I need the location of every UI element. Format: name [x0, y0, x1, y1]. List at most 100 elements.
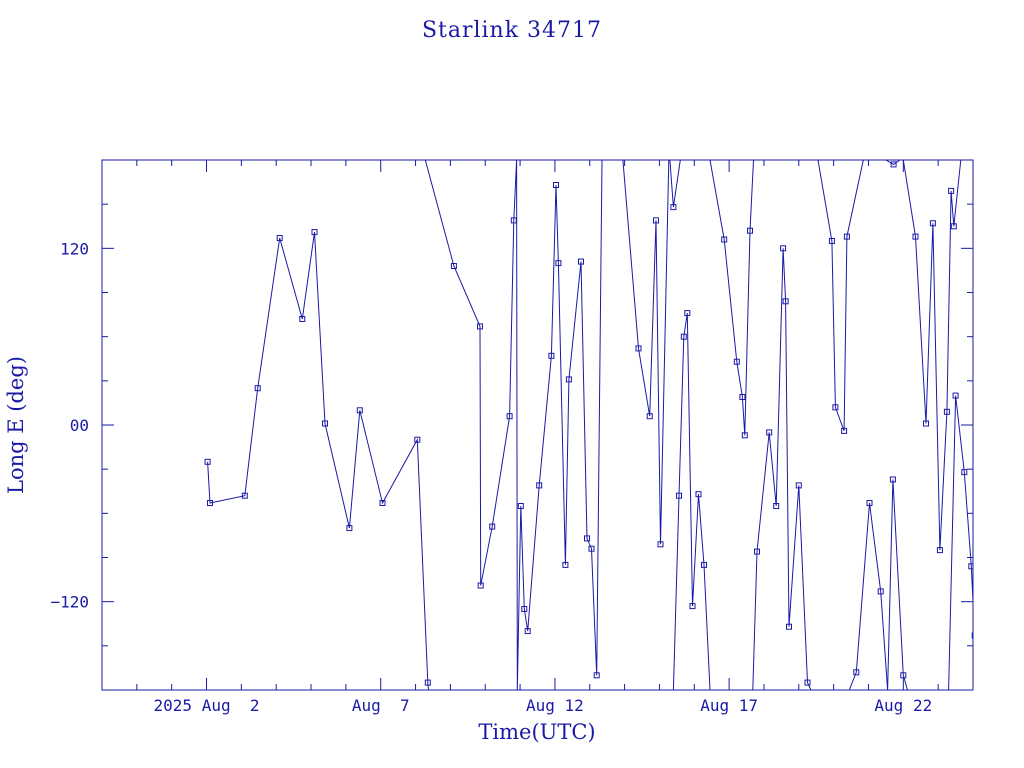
- data-point-marker: [450, 263, 457, 269]
- data-point-marker: [593, 672, 600, 679]
- data-point-marker: [804, 679, 811, 686]
- series-line: [622, 160, 670, 545]
- y-axis-label: Long E (deg): [4, 356, 28, 494]
- data-point-marker: [517, 503, 524, 509]
- data-point-marker: [424, 679, 431, 686]
- data-point-marker: [346, 525, 353, 532]
- series-line: [902, 160, 962, 551]
- data-point-marker: [477, 582, 484, 589]
- data-point-marker: [853, 669, 860, 676]
- data-point-marker: [510, 217, 517, 224]
- data-point-marker: [952, 392, 959, 399]
- data-point-marker: [204, 458, 211, 465]
- data-point-marker: [923, 420, 929, 427]
- data-point-marker: [877, 588, 884, 595]
- data-point-marker: [562, 561, 569, 568]
- data-point-marker: [555, 260, 562, 267]
- tick-marks: [101, 160, 974, 690]
- data-point-marker: [961, 469, 968, 476]
- series-line: [817, 160, 864, 432]
- x-tick-label: Aug 12: [526, 696, 584, 715]
- data-point-marker: [207, 500, 213, 506]
- data-point-marker: [548, 352, 555, 359]
- series-line: [672, 313, 711, 690]
- data-point-marker: [670, 204, 677, 211]
- y-tick-label: 00: [70, 416, 89, 435]
- data-point-marker: [968, 563, 973, 570]
- data-point-marker: [866, 500, 873, 506]
- data-point-marker: [990, 300, 995, 305]
- data-point-marker: [276, 235, 283, 241]
- series-group: [204, 160, 995, 690]
- tick-labels: 2025 Aug 2 Aug 7 Aug 12 Aug 17 Aug 22 120 00 −1…: [50, 239, 932, 715]
- data-point-marker: [890, 161, 897, 168]
- data-point-marker: [841, 427, 848, 434]
- data-point-marker: [506, 413, 513, 420]
- series-line: [887, 479, 908, 690]
- series-line: [977, 160, 993, 303]
- data-point-marker: [254, 385, 261, 392]
- data-point-marker: [766, 429, 773, 436]
- x-tick-label: Aug 17: [700, 696, 758, 715]
- series-line: [207, 232, 429, 690]
- data-point-marker: [553, 182, 559, 188]
- data-point-marker: [912, 233, 919, 240]
- data-point-marker: [241, 492, 248, 499]
- data-point-marker: [414, 436, 421, 443]
- data-point-marker: [936, 547, 943, 554]
- data-point-marker: [322, 420, 328, 427]
- data-point-marker: [747, 227, 753, 234]
- series-line: [885, 160, 901, 165]
- y-tick-label: −120: [50, 593, 89, 612]
- data-point-marker: [524, 628, 531, 635]
- data-point-marker: [843, 233, 850, 240]
- data-point-marker: [741, 432, 748, 439]
- y-tick-label: 120: [60, 239, 89, 258]
- series-line: [848, 502, 889, 690]
- data-point-marker: [889, 476, 896, 483]
- data-point-marker: [635, 345, 642, 352]
- data-point-marker: [684, 310, 691, 317]
- x-tick-label: 2025 Aug 2: [154, 696, 260, 715]
- data-point-marker: [701, 561, 707, 568]
- series-line: [424, 160, 603, 690]
- data-point-marker: [721, 236, 728, 243]
- data-point-marker: [780, 245, 787, 252]
- data-point-marker: [773, 503, 780, 509]
- data-point-marker: [832, 404, 839, 411]
- data-point-marker: [689, 603, 696, 610]
- data-point-marker: [782, 298, 789, 305]
- data-point-marker: [584, 535, 590, 542]
- data-point-marker: [653, 217, 659, 224]
- data-point-marker: [588, 545, 595, 552]
- data-point-marker: [929, 220, 936, 227]
- data-point-marker: [489, 523, 496, 530]
- data-point-marker: [950, 223, 957, 230]
- data-point-marker: [356, 407, 363, 414]
- data-point-marker: [299, 316, 306, 322]
- data-point-marker: [900, 672, 907, 679]
- data-point-marker: [786, 623, 792, 630]
- data-point-marker: [943, 408, 950, 415]
- x-tick-label: Aug 22: [874, 696, 932, 715]
- data-point-marker: [578, 258, 584, 265]
- data-point-marker: [477, 323, 483, 330]
- data-point-marker: [754, 548, 760, 555]
- series-line: [709, 160, 754, 436]
- data-point-marker: [379, 500, 386, 506]
- data-point-marker: [733, 358, 740, 365]
- x-tick-label: Aug 7: [352, 696, 410, 715]
- data-point-marker: [739, 394, 746, 400]
- series-line: [948, 395, 973, 690]
- data-point-marker: [565, 376, 572, 383]
- data-point-marker: [676, 492, 682, 499]
- data-point-marker: [828, 238, 835, 244]
- series-line: [752, 248, 812, 690]
- series-line: [669, 160, 681, 208]
- data-point-marker: [695, 491, 702, 498]
- data-point-marker: [657, 541, 664, 548]
- data-point-marker: [971, 632, 973, 639]
- data-point-marker: [536, 482, 543, 489]
- data-point-marker: [680, 333, 687, 340]
